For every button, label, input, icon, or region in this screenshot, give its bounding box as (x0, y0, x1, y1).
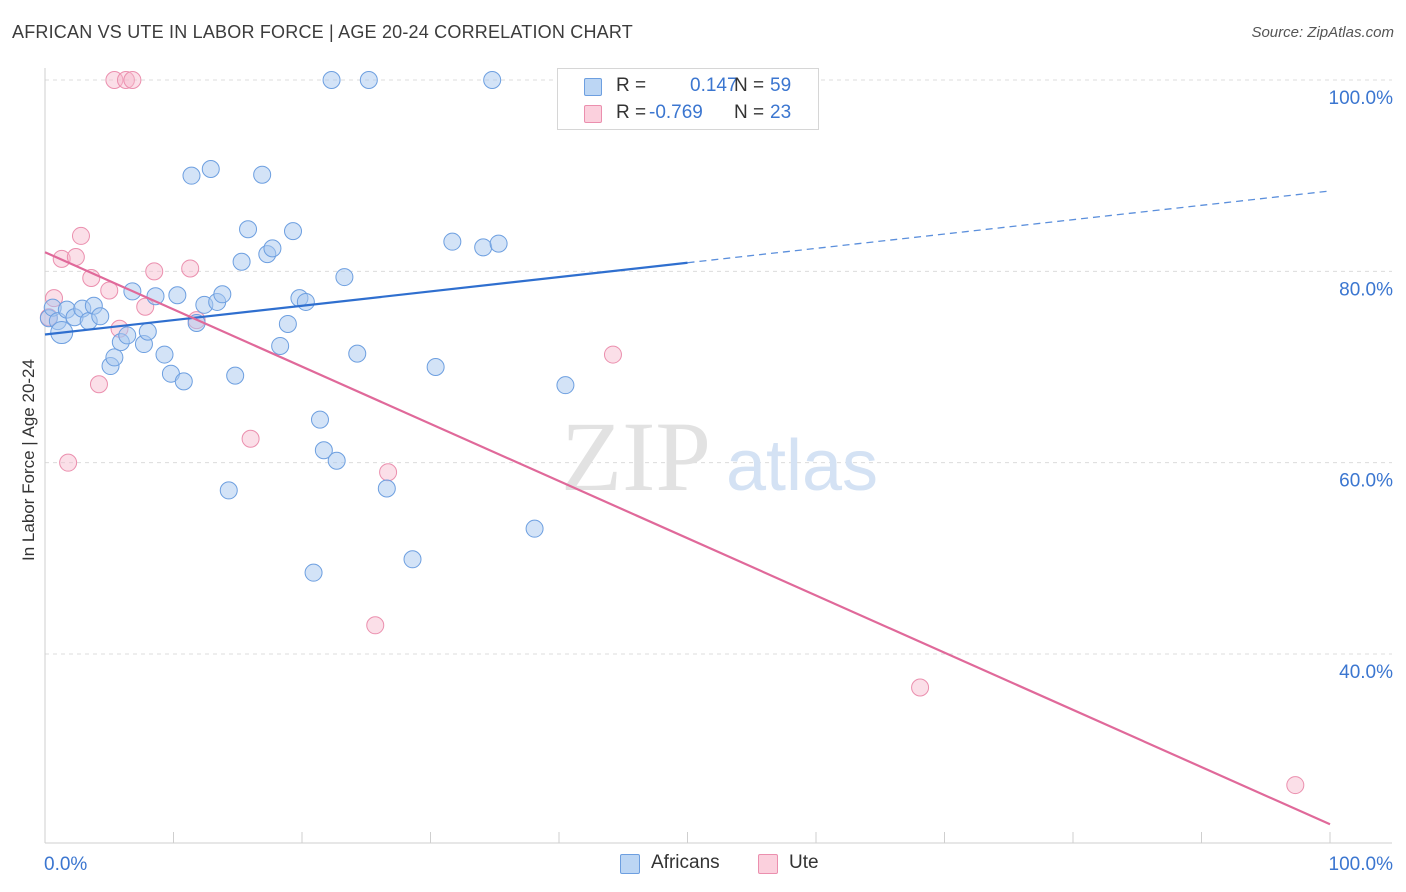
africans-point (327, 451, 346, 470)
africans-point (263, 239, 282, 258)
legend-r-label: R = (616, 75, 647, 96)
y-tick-label: 40.0% (1339, 662, 1393, 683)
africans-point (322, 71, 341, 89)
africans-point (91, 307, 110, 326)
africans-point (335, 268, 354, 287)
ute-point (116, 71, 135, 89)
watermark: ZIP atlas (561, 401, 878, 512)
ute-point (123, 71, 142, 89)
ute-point (241, 429, 260, 448)
africans-point (239, 220, 258, 239)
ute-point (603, 345, 622, 364)
africans-point (213, 285, 232, 304)
stats-legend: R = 0.147 N = 59 R = -0.769 N = 23 (557, 68, 819, 130)
gridlines (45, 79, 1392, 655)
africans-points (39, 71, 604, 582)
y-tick-label: 60.0% (1339, 471, 1393, 492)
africans-point (278, 314, 297, 333)
ute-point (89, 375, 108, 394)
africans-point (359, 71, 378, 89)
africans-point (232, 252, 251, 271)
africans-point (201, 159, 220, 178)
africans-point (310, 410, 329, 429)
africans-point (226, 366, 245, 385)
legend-label-africans: Africans (651, 852, 720, 873)
africans-point (155, 345, 174, 364)
africans-point (314, 441, 333, 460)
legend-n-value: 23 (770, 102, 792, 123)
watermark-zip: ZIP (561, 401, 711, 512)
africans-point (219, 481, 238, 500)
africans-point (403, 550, 422, 569)
africans-point (138, 322, 157, 341)
africans-swatch (620, 854, 640, 874)
ute-point (181, 259, 200, 278)
africans-trend-line (44, 261, 688, 336)
africans-point (304, 563, 323, 582)
africans-point (426, 358, 445, 376)
legend-r-label: R = (616, 102, 647, 123)
legend-r-value: -0.769 (649, 102, 703, 123)
africans-point (253, 165, 272, 184)
source-credit: Source: ZipAtlas.com (1251, 24, 1394, 41)
legend-n-label: N = (734, 102, 765, 123)
x-tick-label-min: 0.0% (44, 854, 87, 875)
africans-point (556, 376, 575, 395)
ute-point (1286, 776, 1305, 795)
ute-swatch (758, 854, 778, 874)
axes (44, 68, 1392, 844)
tick-labels: 100.0% 80.0% 60.0% 40.0% 0.0% 100.0% (44, 88, 1393, 875)
chart-title: AFRICAN VS UTE IN LABOR FORCE | AGE 20-2… (12, 22, 633, 42)
ute-swatch (584, 105, 602, 123)
ute-point (71, 226, 90, 245)
africans-point (489, 234, 508, 253)
ute-point (379, 463, 398, 482)
legend-n-value: 59 (770, 75, 792, 96)
ute-point (366, 616, 385, 635)
africans-point (483, 71, 502, 89)
africans-point (284, 222, 303, 241)
africans-trend-extension (687, 190, 1331, 264)
africans-point (348, 344, 367, 363)
x-tick-label-max: 100.0% (1329, 854, 1394, 875)
africans-point (182, 166, 201, 185)
africans-point (174, 372, 193, 391)
y-tick-label: 100.0% (1329, 88, 1394, 109)
series-legend: Africans Ute (0, 852, 1406, 878)
legend-n-label: N = (734, 75, 765, 96)
africans-point (296, 292, 315, 311)
ute-trend-line (44, 251, 1331, 826)
africans-point (271, 336, 290, 355)
africans-point (474, 238, 493, 257)
ute-point (911, 678, 930, 697)
africans-point (105, 348, 124, 367)
ute-point (145, 262, 164, 281)
trend-lines (44, 190, 1331, 826)
africans-swatch (584, 78, 602, 96)
africans-point (377, 479, 396, 498)
legend-label-ute: Ute (789, 852, 819, 873)
africans-point (525, 519, 544, 538)
africans-point (118, 326, 137, 345)
africans-point (443, 232, 462, 251)
y-tick-label: 80.0% (1339, 279, 1393, 300)
legend-r-value: 0.147 (690, 75, 738, 96)
watermark-atlas: atlas (726, 426, 878, 506)
ute-point (59, 453, 78, 472)
africans-point (168, 286, 187, 305)
